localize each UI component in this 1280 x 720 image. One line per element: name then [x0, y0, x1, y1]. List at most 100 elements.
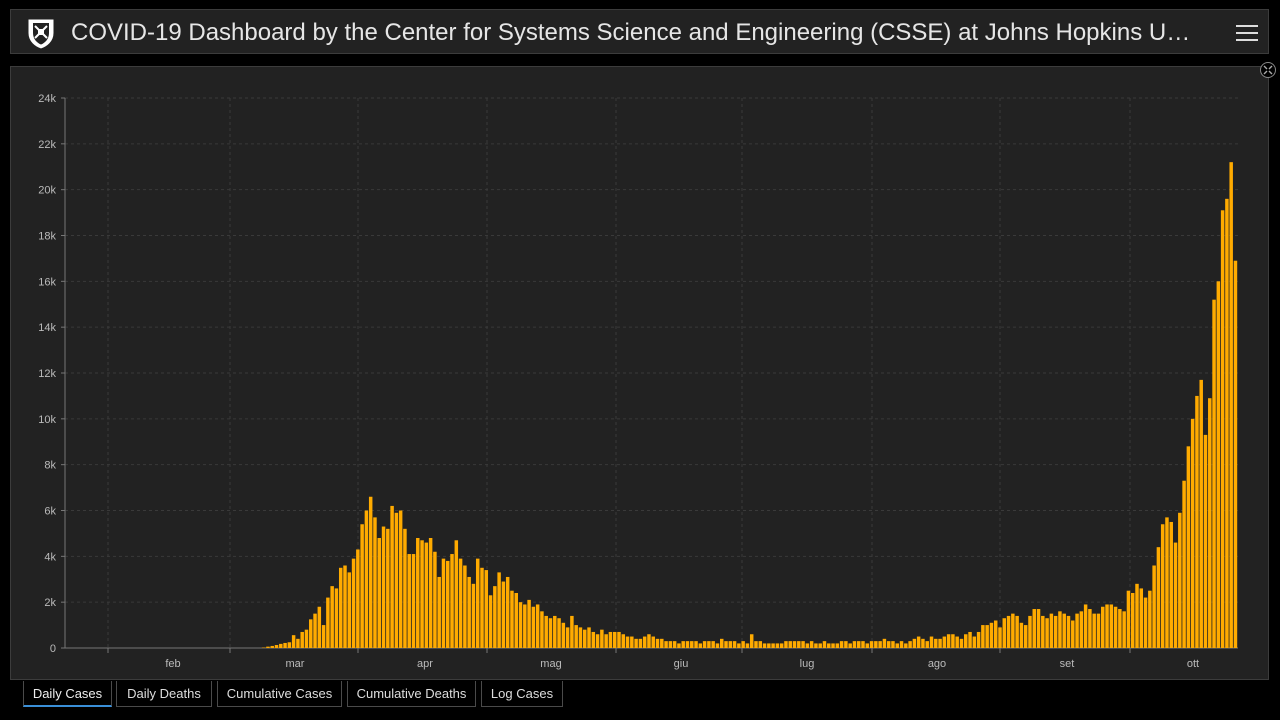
- bar: [934, 638, 938, 648]
- bar: [300, 631, 304, 648]
- bar: [309, 619, 313, 648]
- bar: [458, 558, 463, 649]
- x-axis: feb mar apr mag giu lug ago set ott: [65, 647, 1238, 670]
- bar: [737, 643, 741, 648]
- bar: [925, 641, 929, 649]
- bar: [651, 636, 655, 648]
- daily-cases-chart: 0 2k 4k 6k 8k 10k 12k 14k 16k 18k 20k 22k 24k feb mar…: [38, 93, 1238, 670]
- bar: [754, 641, 758, 649]
- bar: [698, 643, 703, 648]
- bar: [702, 641, 707, 649]
- bar: [287, 642, 292, 648]
- bar: [1006, 615, 1011, 648]
- hamburger-menu-icon[interactable]: [1236, 22, 1258, 42]
- bar: [1195, 395, 1199, 648]
- bar: [1126, 590, 1131, 648]
- bar: [600, 629, 604, 648]
- bar: [1173, 542, 1178, 648]
- bar: [882, 638, 887, 648]
- bar: [1011, 613, 1015, 649]
- bar: [411, 554, 416, 648]
- bar: [1160, 524, 1165, 648]
- bar: [707, 641, 711, 649]
- bar: [784, 641, 788, 649]
- y-tick-label: 12k: [38, 368, 56, 380]
- bar: [1135, 583, 1139, 648]
- bar: [946, 634, 951, 648]
- y-tick-label: 6k: [44, 506, 56, 518]
- bar: [527, 599, 531, 649]
- tab-log-cases[interactable]: Log Cases: [481, 681, 563, 707]
- x-tick-label: ott: [1187, 658, 1199, 670]
- bar: [878, 641, 882, 649]
- bar: [1092, 613, 1096, 649]
- bar: [844, 641, 848, 649]
- bar: [899, 641, 904, 649]
- tab-cumulative-cases[interactable]: Cumulative Cases: [217, 681, 342, 707]
- bar: [831, 643, 835, 648]
- x-tick-label: lug: [800, 658, 815, 670]
- bar: [608, 631, 613, 648]
- bar: [1229, 162, 1233, 649]
- bar: [685, 641, 690, 649]
- bar: [993, 620, 998, 648]
- bar: [1130, 593, 1135, 648]
- bar: [621, 634, 626, 648]
- bar: [321, 625, 326, 648]
- bar: [1122, 611, 1126, 648]
- bar: [304, 629, 309, 648]
- expand-chart-icon[interactable]: [1260, 62, 1276, 78]
- x-tick-label: feb: [165, 658, 180, 670]
- bar: [368, 496, 373, 648]
- bar: [1019, 622, 1024, 648]
- tab-daily-deaths[interactable]: Daily Deaths: [116, 681, 212, 707]
- bar: [544, 615, 548, 648]
- bar: [874, 641, 878, 649]
- bar: [908, 641, 912, 649]
- y-tick-label: 18k: [38, 231, 56, 243]
- y-tick-label: 24k: [38, 93, 56, 105]
- bar: [822, 641, 827, 649]
- bar: [1053, 615, 1058, 648]
- bar: [1058, 611, 1062, 648]
- bar: [827, 643, 831, 648]
- bar: [1088, 609, 1092, 648]
- bar: [1105, 604, 1109, 648]
- bar: [463, 565, 467, 648]
- tab-daily-cases[interactable]: Daily Cases: [23, 681, 112, 707]
- bar: [604, 634, 608, 648]
- bar: [317, 606, 322, 648]
- bar: [912, 638, 917, 648]
- bar: [801, 641, 805, 649]
- bar: [792, 641, 797, 649]
- bar: [510, 590, 514, 648]
- bar: [1079, 611, 1084, 648]
- bar: [1178, 512, 1182, 648]
- bar: [565, 627, 570, 649]
- bar: [677, 643, 681, 648]
- bar: [942, 636, 947, 648]
- x-tick-label: ago: [928, 658, 946, 670]
- bar: [433, 551, 437, 648]
- bar: [625, 636, 630, 648]
- y-tick-label: 20k: [38, 185, 56, 197]
- x-tick-label: mar: [286, 658, 305, 670]
- bar: [886, 641, 891, 649]
- bar-series: [261, 162, 1238, 649]
- bar: [475, 558, 480, 649]
- bar: [351, 558, 356, 649]
- bar: [951, 634, 955, 648]
- bar: [732, 641, 737, 649]
- bar: [540, 611, 544, 648]
- bar: [715, 643, 720, 648]
- bar: [583, 629, 587, 648]
- bar: [501, 581, 506, 648]
- bar: [805, 643, 810, 648]
- tab-cumulative-deaths[interactable]: Cumulative Deaths: [347, 681, 476, 707]
- bar: [938, 638, 942, 648]
- bar: [274, 645, 279, 648]
- bar: [480, 567, 484, 648]
- bar: [839, 641, 844, 649]
- bar: [690, 641, 694, 649]
- bar: [630, 636, 634, 648]
